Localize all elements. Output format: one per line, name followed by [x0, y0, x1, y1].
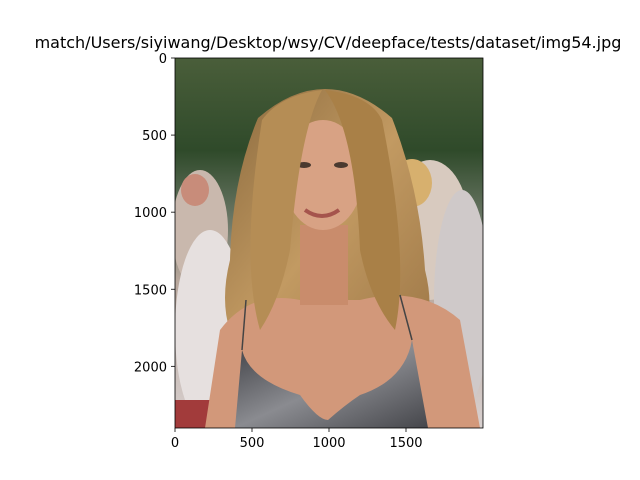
x-tick-label: 1500 — [389, 436, 422, 451]
plot-title: match/Users/siyiwang/Desktop/wsy/CV/deep… — [34, 33, 622, 52]
x-tick-label: 0 — [171, 436, 179, 451]
portrait-photo-icon — [175, 58, 483, 428]
y-tick-label: 1500 — [134, 283, 167, 298]
y-tick-label: 1000 — [134, 206, 167, 221]
axes-ticks: 0 500 1000 1500 0 500 1000 1500 2000 — [134, 52, 423, 451]
y-tick-label: 2000 — [134, 360, 167, 375]
x-tick-label: 500 — [240, 436, 265, 451]
y-tick-label: 500 — [142, 129, 167, 144]
y-tick-label: 0 — [159, 52, 167, 67]
x-tick-label: 1000 — [312, 436, 345, 451]
